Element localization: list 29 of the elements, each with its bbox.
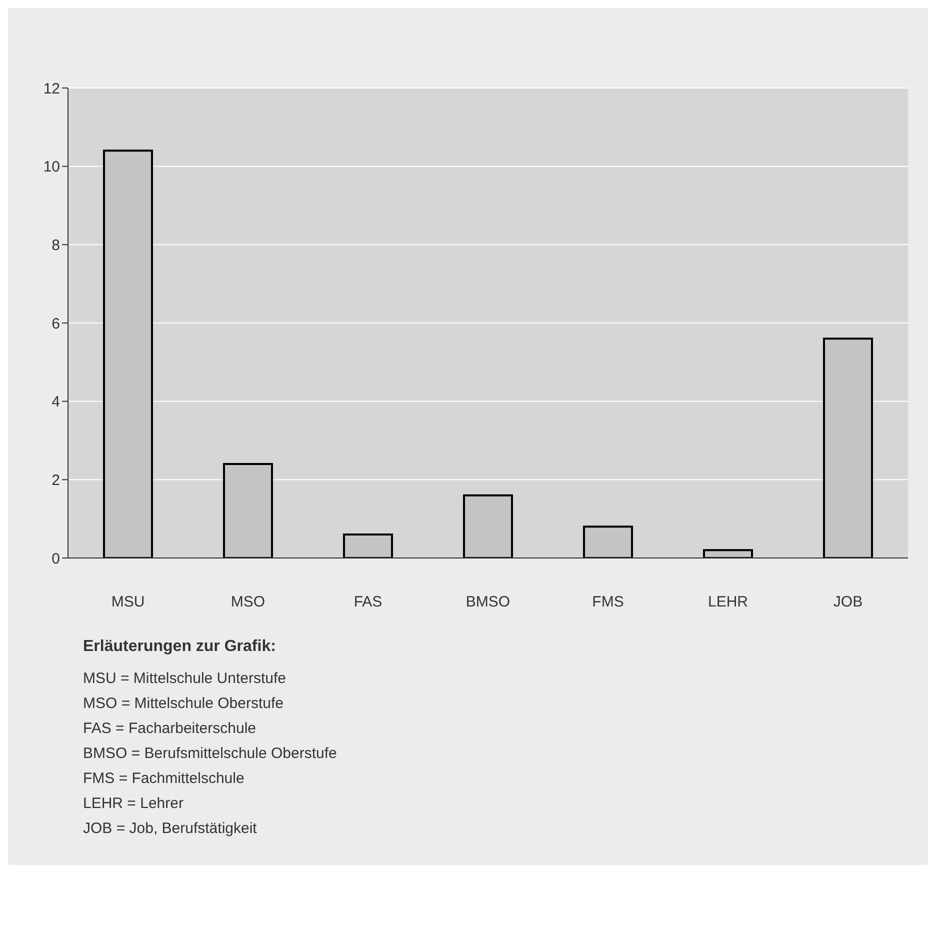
bar xyxy=(343,534,393,558)
y-tick-label: 10 xyxy=(43,158,60,176)
y-tick-label: 4 xyxy=(52,394,60,411)
text: Erläuterungen zur Grafik: xyxy=(83,638,277,656)
bar xyxy=(823,338,873,558)
text: BMSO = Berufsmittelschule Oberstufe xyxy=(83,745,338,762)
bar xyxy=(103,150,153,558)
text: FMS = Fachmittelschule xyxy=(83,770,246,787)
x-tick-label: MSO xyxy=(230,594,266,611)
x-tick-label: MSU xyxy=(111,594,145,611)
text: MSU = Mittelschule Unterstufe xyxy=(83,670,287,687)
y-tick-label: 2 xyxy=(52,472,60,489)
y-tick-label: 12 xyxy=(43,80,60,98)
bar xyxy=(583,526,633,558)
bar xyxy=(703,549,753,558)
bar xyxy=(223,463,273,558)
y-tick-label: 8 xyxy=(52,236,60,254)
text: MSO = Mittelschule Oberstufe xyxy=(83,695,284,712)
text: LEHR = Lehrer xyxy=(83,795,184,812)
x-tick-label: FAS xyxy=(354,594,382,611)
text: FAS = Facharbeiterschule xyxy=(83,720,258,737)
x-tick-label: JOB xyxy=(833,594,863,611)
y-tick-label: 0 xyxy=(52,550,60,568)
x-tick-label: BMSO xyxy=(466,594,510,611)
y-tick-label: 6 xyxy=(52,315,60,332)
bar xyxy=(463,494,513,558)
x-tick-label: LEHR xyxy=(708,594,748,611)
text: JOB = Job, Berufstätigkeit xyxy=(83,820,258,837)
x-tick-label: FMS xyxy=(592,594,624,611)
